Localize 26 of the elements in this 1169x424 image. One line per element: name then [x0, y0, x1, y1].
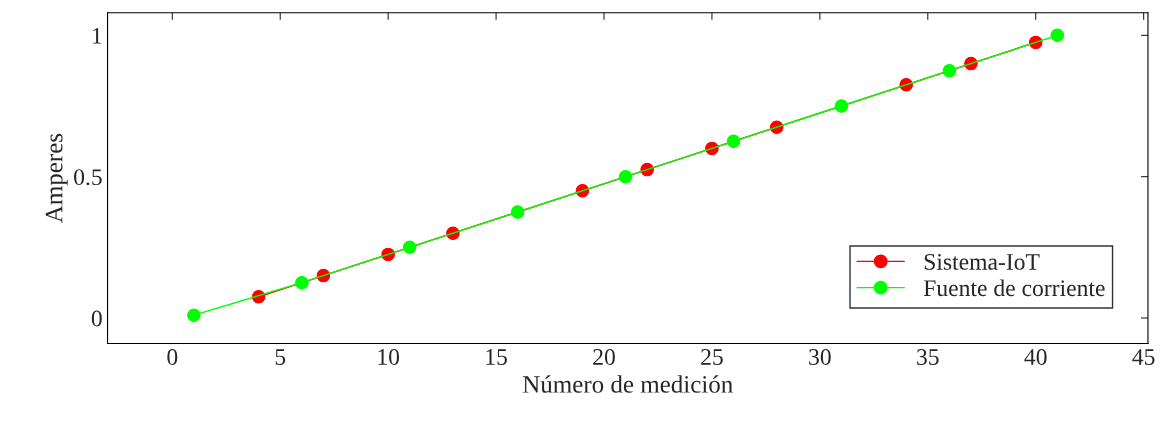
point	[942, 63, 957, 78]
point	[834, 99, 849, 113]
x-tick-label: 25	[701, 349, 723, 365]
y-tick-label: 1	[92, 27, 102, 44]
x-tick-label: 35	[917, 349, 939, 365]
x-tick-label: 15	[486, 349, 507, 365]
legend-label: Sistema-IoT	[924, 254, 1040, 270]
y-axis-title: Amperes	[45, 133, 68, 223]
point	[402, 240, 417, 255]
point	[726, 134, 741, 149]
x-tick-label: 0	[167, 348, 178, 365]
point	[295, 275, 309, 290]
x-tick-label: 20	[593, 348, 615, 365]
x-tick-label: 45	[1132, 349, 1155, 365]
x-tick-label: 10	[378, 348, 400, 365]
x-tick-label: 40	[1024, 348, 1047, 365]
x-tick-label: 5	[275, 349, 286, 365]
point	[187, 308, 201, 322]
point	[510, 205, 525, 219]
x-tick-label: 30	[809, 348, 831, 365]
point	[1050, 28, 1065, 43]
point	[618, 169, 633, 184]
y-tick-label: 0.5	[74, 169, 102, 186]
y-tick-label: 0	[91, 310, 102, 327]
x-axis-title: Número de medición	[522, 375, 733, 393]
legend-label: Fuente de corriente	[923, 279, 1105, 297]
